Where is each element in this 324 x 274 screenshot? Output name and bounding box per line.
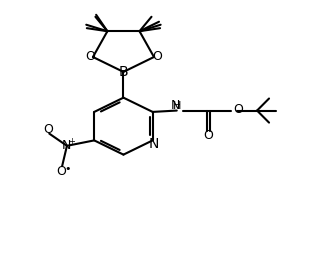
Text: +: + (68, 137, 75, 146)
Text: H: H (173, 101, 181, 111)
Text: O: O (234, 103, 243, 116)
Text: N: N (61, 139, 71, 152)
Text: B: B (119, 65, 128, 79)
Text: •: • (64, 164, 71, 174)
Text: O: O (57, 165, 66, 178)
Text: O: O (152, 50, 162, 63)
Text: O: O (43, 123, 53, 136)
Text: N: N (149, 137, 159, 151)
Text: O: O (85, 50, 95, 63)
Text: O: O (203, 129, 214, 142)
Text: N: N (171, 99, 180, 112)
